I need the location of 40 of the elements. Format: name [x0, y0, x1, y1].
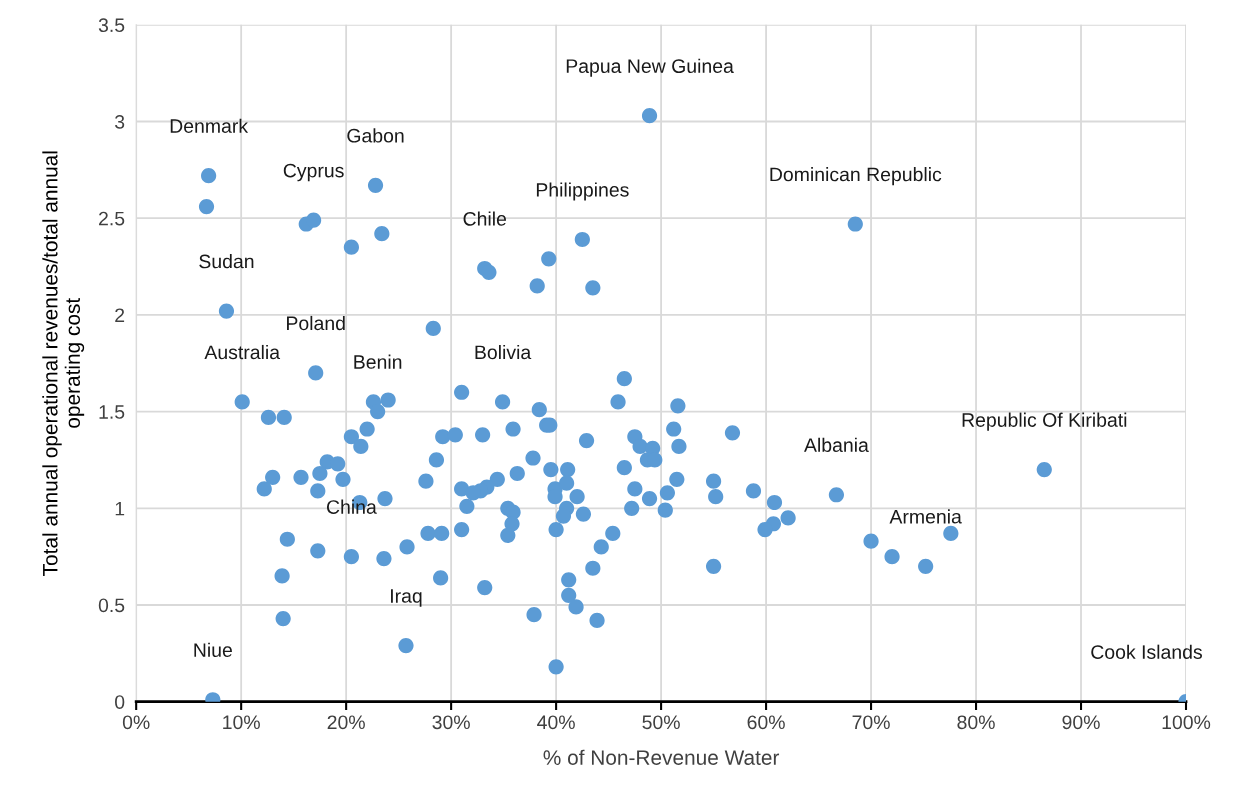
y-tick-label: 0.5	[98, 598, 125, 613]
annotation: Gabon	[347, 128, 404, 143]
annotation: Denmark	[170, 118, 249, 133]
y-tick-label: 3.5	[98, 18, 125, 33]
annotation: Cyprus	[283, 163, 344, 182]
annotation: Philippines	[536, 182, 629, 201]
annotation: Armenia	[889, 509, 962, 524]
x-tick-label: 20%	[327, 715, 365, 730]
annotation: Sudan	[199, 254, 254, 269]
annotation: Iraq	[391, 589, 422, 607]
x-tick-label: 10%	[223, 715, 260, 730]
y-tick-label: 1	[115, 501, 125, 516]
annotation: Dominican Republic	[770, 167, 942, 186]
y-axis-title: Total annual operational revenues/total annual operating cost	[42, 151, 85, 576]
x-tick-label: 30%	[432, 715, 470, 730]
annotation: Benin	[354, 354, 402, 369]
x-tick-label: 80%	[957, 715, 995, 730]
annotation: Bolivia	[475, 344, 532, 360]
x-tick-label: 50%	[642, 715, 680, 730]
annotation: Albania	[804, 437, 869, 453]
annotation: Cook Islands	[1091, 644, 1202, 659]
annotation: Papua New Guinea	[566, 58, 734, 77]
x-tick-label: 60%	[747, 715, 785, 730]
annotation: Niue	[194, 642, 232, 658]
annotation: Australia	[204, 344, 281, 360]
x-tick-label: 0%	[122, 715, 150, 730]
annotation: Republic Of Kiribati	[962, 412, 1127, 431]
x-tick-label: 70%	[852, 715, 890, 730]
x-axis-title: % of Non-Revenue Water	[543, 749, 780, 765]
x-tick-label: 40%	[537, 715, 575, 730]
y-tick-label: 3	[115, 114, 125, 129]
annotation: Poland	[287, 315, 345, 331]
y-tick-label: 2	[115, 308, 125, 322]
annotation: Chile	[463, 211, 507, 226]
y-tick-label: 1.5	[99, 405, 125, 419]
x-tick-label: 100%	[1162, 715, 1211, 730]
y-tick-label: 2.5	[99, 211, 125, 226]
x-tick-label: 90%	[1062, 715, 1100, 730]
annotation: China	[326, 499, 377, 514]
y-tick-label: 0	[115, 695, 125, 709]
